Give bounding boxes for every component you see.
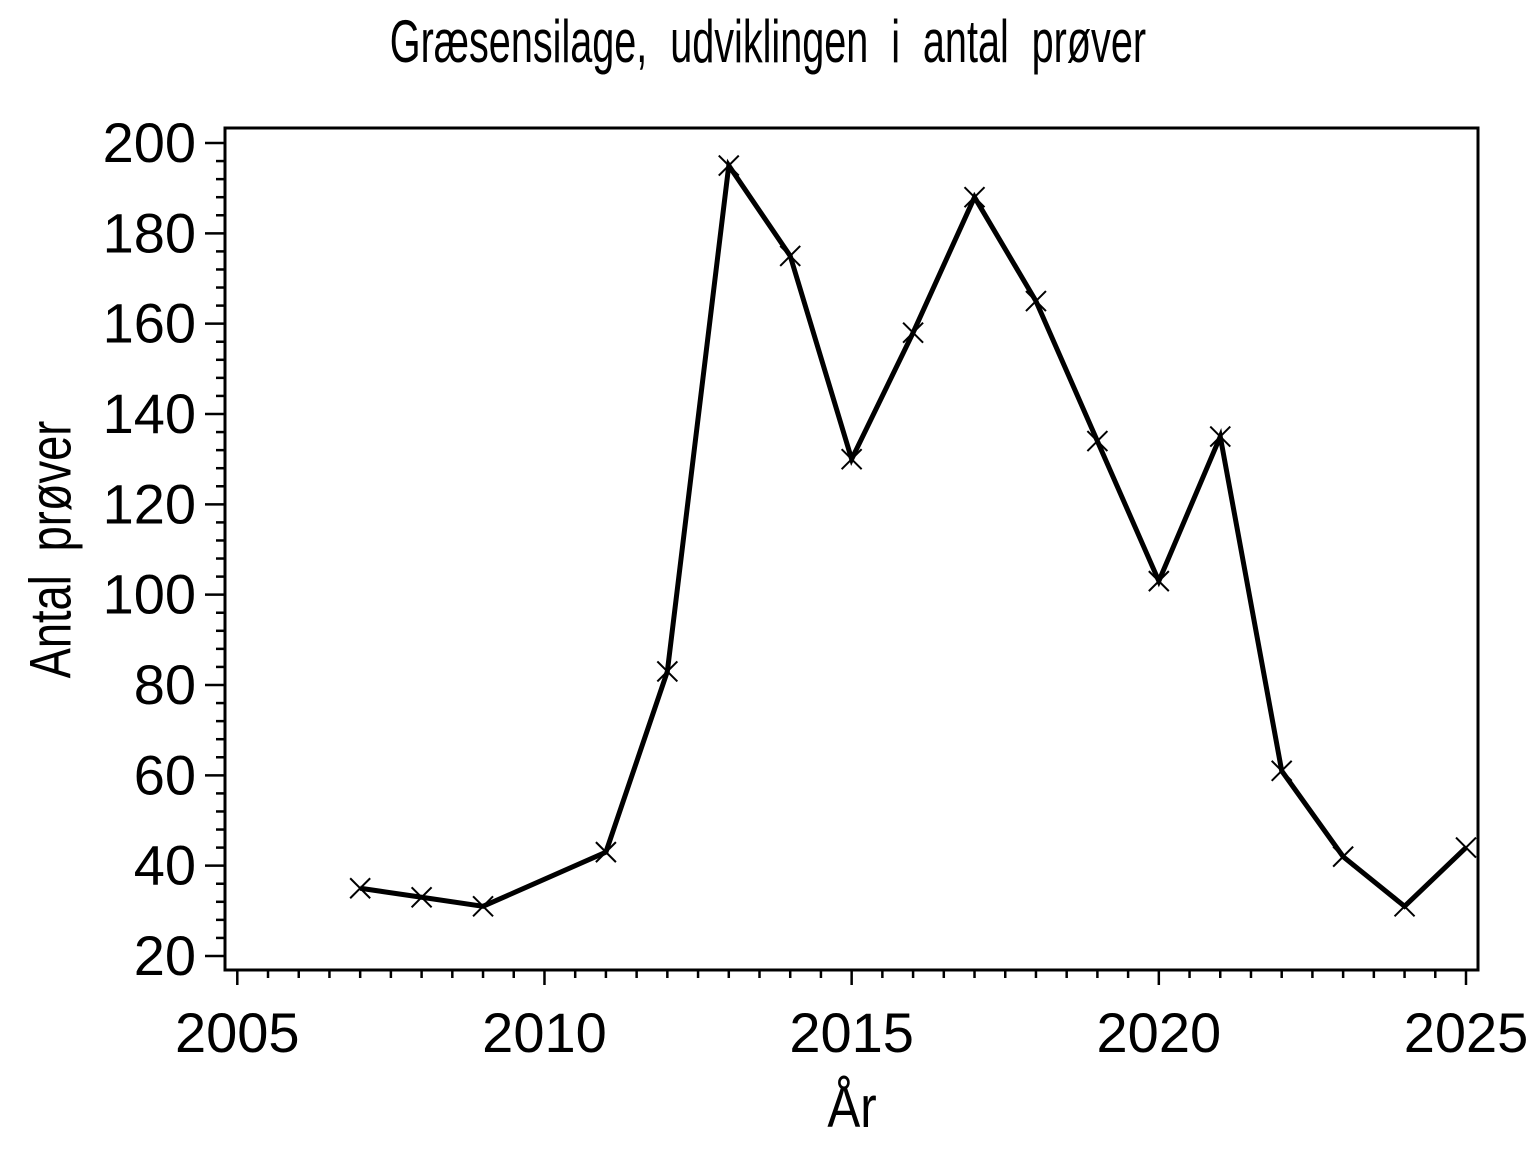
data-point-marker bbox=[595, 841, 617, 863]
data-point-marker bbox=[840, 448, 863, 470]
plot-frame bbox=[223, 126, 1480, 972]
chart-title: Græsensilage, udviklingen i antal prøver bbox=[389, 7, 1147, 75]
data-point-marker bbox=[472, 895, 494, 918]
x-axis-title-area: År bbox=[225, 1072, 1478, 1142]
data-line bbox=[359, 158, 1468, 910]
y-tick-label: 20 bbox=[134, 924, 196, 987]
data-point-marker bbox=[1148, 570, 1170, 592]
y-tick-label: 100 bbox=[103, 563, 196, 626]
y-tick-label: 200 bbox=[103, 111, 196, 174]
y-tick-label: 140 bbox=[103, 382, 196, 445]
y-tick-label: 180 bbox=[103, 201, 196, 264]
data-point-marker bbox=[1332, 845, 1354, 868]
y-tick-label: 80 bbox=[134, 653, 196, 716]
y-tick-label: 160 bbox=[103, 292, 196, 355]
y-tick-label: 60 bbox=[134, 743, 196, 806]
data-point-marker bbox=[1270, 760, 1293, 782]
data-point-marker bbox=[1086, 430, 1109, 452]
x-tick-label: 2020 bbox=[1097, 1001, 1222, 1064]
data-point-marker bbox=[718, 154, 740, 177]
y-tick-label: 40 bbox=[134, 834, 196, 897]
chart-title-row: Græsensilage, udviklingen i antal prøver bbox=[0, 6, 1536, 76]
data-point-marker bbox=[1209, 425, 1231, 448]
data-point-marker bbox=[779, 245, 801, 267]
x-tick-label: 2015 bbox=[789, 1001, 914, 1064]
data-point-marker bbox=[349, 877, 371, 899]
data-point-marker bbox=[963, 186, 986, 208]
x-axis-title: År bbox=[826, 1074, 877, 1140]
x-tick-label: 2025 bbox=[1404, 1001, 1529, 1064]
data-point-marker bbox=[410, 886, 433, 908]
y-tick-label: 120 bbox=[103, 472, 196, 535]
x-tick-label: 2005 bbox=[175, 1001, 300, 1064]
data-point-marker bbox=[1455, 836, 1477, 859]
data-point-marker bbox=[1025, 290, 1047, 312]
x-tick-label: 2010 bbox=[482, 1001, 607, 1064]
data-point-marker bbox=[656, 660, 679, 683]
data-point-marker bbox=[902, 321, 924, 344]
data-point-marker bbox=[1393, 895, 1416, 918]
